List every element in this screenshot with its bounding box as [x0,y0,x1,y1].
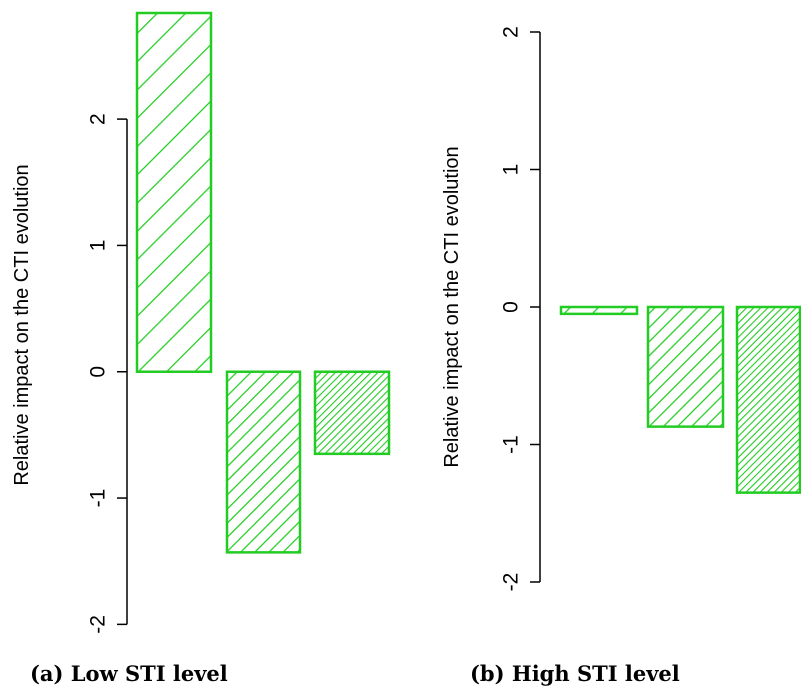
caption: (a) Low STI level [30,661,228,686]
y-tick-label: 0 [499,301,522,313]
y-tick-label: 2 [499,26,522,38]
y-tick-label: 2 [86,113,109,125]
bar [646,305,725,428]
y-tick-label: -2 [499,573,522,592]
bar [135,11,213,373]
bar [735,305,801,494]
y-tick-label: -1 [86,489,109,508]
y-tick-label: 1 [86,240,109,252]
y-tick-label: 1 [499,164,522,176]
y-axis-label: Relative impact on the CTI evolution [11,164,33,485]
caption: (b) High STI level [470,661,680,686]
y-axis-label: Relative impact on the CTI evolution [441,146,463,467]
bar [225,370,302,554]
bar [559,305,639,316]
y-tick-label: -2 [86,615,109,634]
y-tick-label: 0 [86,366,109,378]
bar [313,370,391,456]
y-tick-label: -1 [499,435,522,454]
